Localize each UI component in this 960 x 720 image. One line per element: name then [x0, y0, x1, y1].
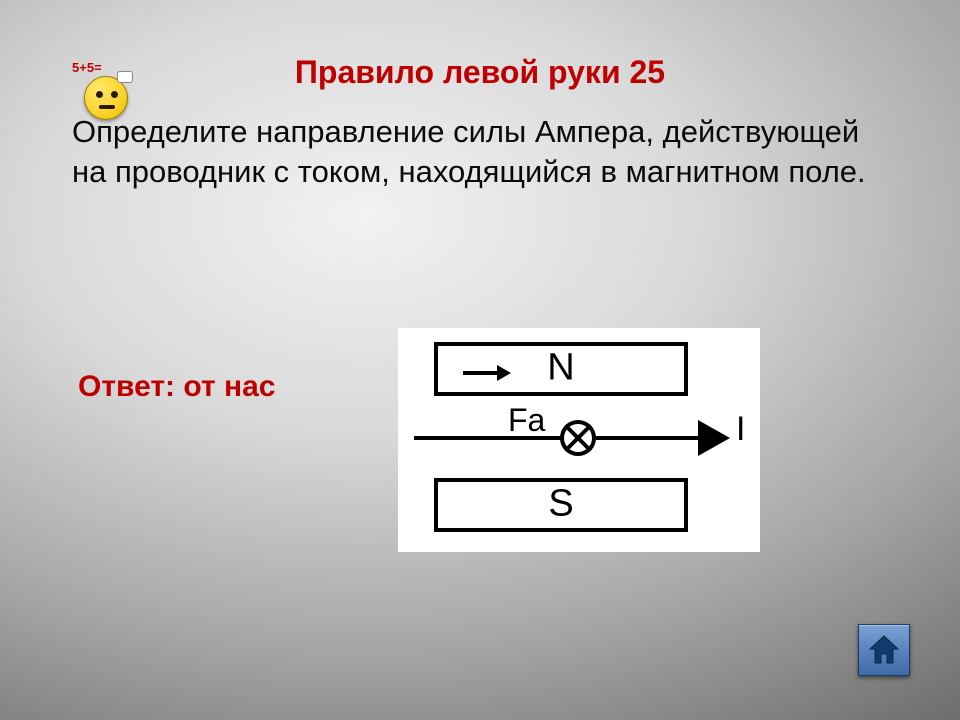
current-arrow-head-icon: [698, 420, 730, 456]
home-icon: [867, 633, 901, 667]
north-pole-label: N: [547, 347, 574, 390]
question-text: Определите направление силы Ампера, дейс…: [72, 112, 892, 191]
answer-text: Ответ: от нас: [78, 370, 275, 404]
force-label: Fa: [508, 402, 545, 439]
magnet-north: N: [434, 342, 688, 396]
current-label: I: [736, 410, 745, 449]
ampere-force-diagram: N Fa I S: [398, 328, 760, 552]
magnet-south: S: [434, 478, 688, 532]
south-pole-label: S: [548, 483, 573, 526]
slide-title: Правило левой руки 25: [0, 54, 960, 91]
into-page-symbol-icon: [560, 420, 596, 456]
home-button[interactable]: [858, 624, 910, 676]
